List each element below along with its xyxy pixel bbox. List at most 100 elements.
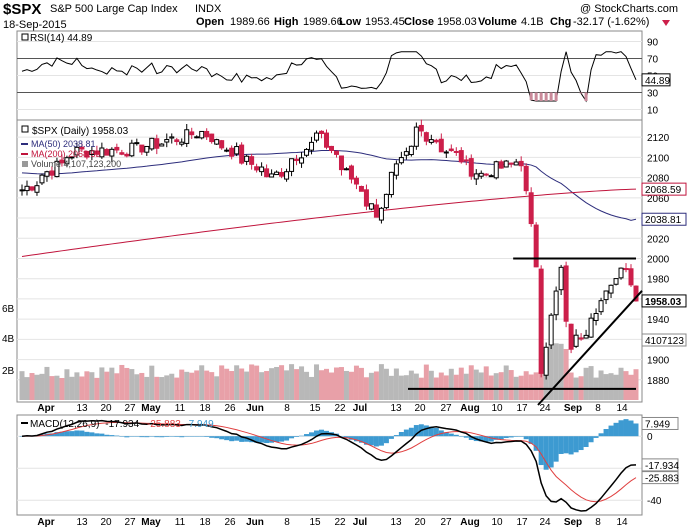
price-tick-label: 2000 — [647, 254, 670, 265]
candle-body — [179, 141, 185, 145]
macd-histogram-bar — [104, 434, 110, 437]
macd-histogram-bar — [398, 431, 404, 437]
candle-body — [433, 139, 439, 143]
volume-bar — [129, 369, 135, 400]
candle-body — [553, 290, 559, 316]
volume-bar — [259, 372, 265, 400]
volume-bar — [623, 371, 629, 400]
macd-indicator — [17, 419, 642, 512]
candle-body — [613, 278, 619, 285]
price-candles — [19, 119, 639, 380]
candle-body — [473, 173, 479, 180]
candle-body — [628, 268, 634, 286]
volume-bar — [194, 370, 200, 400]
macd-histogram-bar — [269, 436, 275, 443]
macd-histogram-bar — [314, 430, 320, 437]
volume-legend: Volume 4,107,123,200 — [31, 159, 121, 169]
candle-body — [324, 132, 330, 148]
candle-body — [94, 150, 100, 155]
macd-histogram-bar — [428, 426, 434, 437]
candle-body — [438, 138, 444, 153]
volume-bar — [413, 373, 419, 400]
date-axis-label: 24 — [539, 517, 551, 528]
candle-body — [398, 157, 404, 164]
macd-histogram-bar — [239, 436, 245, 442]
volume-flag — [641, 333, 687, 347]
macd-histogram-bar — [229, 436, 235, 442]
candle-body — [528, 192, 534, 225]
candle-body — [368, 203, 374, 210]
volume-bar — [279, 365, 285, 400]
macd-histogram-bar — [628, 420, 634, 437]
candle-body — [29, 186, 35, 191]
macd-legend-signal: -25.883 — [147, 419, 181, 430]
exchange: INDX — [195, 3, 222, 15]
macd-histogram-bar — [503, 436, 509, 439]
candle-body — [518, 160, 524, 167]
candle-body — [603, 290, 609, 301]
macd-histogram-bar — [224, 436, 230, 441]
macd-histogram-bar — [109, 435, 115, 437]
candle-body — [184, 129, 190, 144]
candle-body — [209, 133, 215, 143]
candle-body — [64, 157, 70, 165]
candle-body — [174, 139, 180, 143]
volume-bar — [558, 343, 564, 400]
candle-body — [49, 170, 55, 176]
macd-histogram-bar — [378, 436, 384, 446]
macd-histogram-bar — [274, 436, 280, 442]
ohlc-open: 1989.66 — [230, 16, 270, 28]
volume-bar — [493, 373, 499, 400]
rising-trendline — [537, 290, 643, 406]
candle-body — [284, 171, 290, 180]
volume-bar — [249, 364, 255, 400]
macd-histogram-bar — [608, 425, 614, 437]
macd-histogram-bar — [348, 436, 354, 440]
date-axis-label: 20 — [414, 517, 426, 528]
candle-body — [314, 132, 320, 141]
volume-tick-label: 4B — [2, 334, 15, 345]
rsi-level-label: 90 — [647, 38, 659, 49]
volume-bar — [34, 374, 40, 400]
macd-histogram-bar — [254, 436, 260, 443]
candle-body — [563, 265, 569, 322]
volume-bar — [89, 372, 95, 400]
ohlc-high: 1989.66 — [303, 16, 343, 28]
volume-bar — [393, 368, 399, 400]
candle-body — [69, 156, 75, 159]
date-axis-label: 8 — [284, 517, 290, 528]
candle-body — [224, 149, 230, 152]
volume-tick-label: 2B — [2, 366, 15, 377]
volume-bar — [119, 364, 125, 400]
rsi-value-text: 44.89 — [645, 76, 670, 87]
date-axis-label: 18 — [199, 403, 211, 414]
candle-body — [299, 157, 305, 164]
candle-body — [418, 124, 424, 132]
ohlc-close-label: Close — [404, 16, 434, 28]
volume-bar — [338, 367, 344, 400]
macd-histogram-bar — [393, 435, 399, 437]
macd-histogram-bar — [289, 436, 295, 439]
date-axis-label: May — [141, 403, 161, 414]
macd-histogram-bar — [478, 436, 484, 442]
date-axis-label: Aug — [460, 403, 479, 414]
volume-bar — [633, 369, 639, 400]
volume-bar — [533, 372, 539, 400]
price-legend: $SPX (Daily) 1958.03 MA(50) 2038.81 MA(2… — [21, 125, 129, 169]
ohlc-low-label: Low — [339, 16, 361, 28]
trend-annotations — [408, 257, 643, 406]
candle-body — [408, 145, 414, 156]
candle-body — [478, 172, 484, 177]
macd-legend: MACD(12,26,9) -17.934 -25.883 7.949 — [21, 419, 214, 430]
date-axis-label: Apr — [37, 517, 54, 528]
watermark: @ StockCharts.com — [580, 3, 678, 15]
volume-bar — [184, 371, 190, 400]
volume-bar — [608, 373, 614, 400]
macd-histogram-bar — [89, 432, 95, 437]
candle-body — [598, 300, 604, 313]
date-axis-label: May — [141, 517, 161, 528]
volume-bar — [219, 365, 225, 400]
date-axis-label: 27 — [440, 403, 452, 414]
candle-body — [568, 323, 574, 350]
rsi-level-label: 30 — [647, 89, 659, 100]
